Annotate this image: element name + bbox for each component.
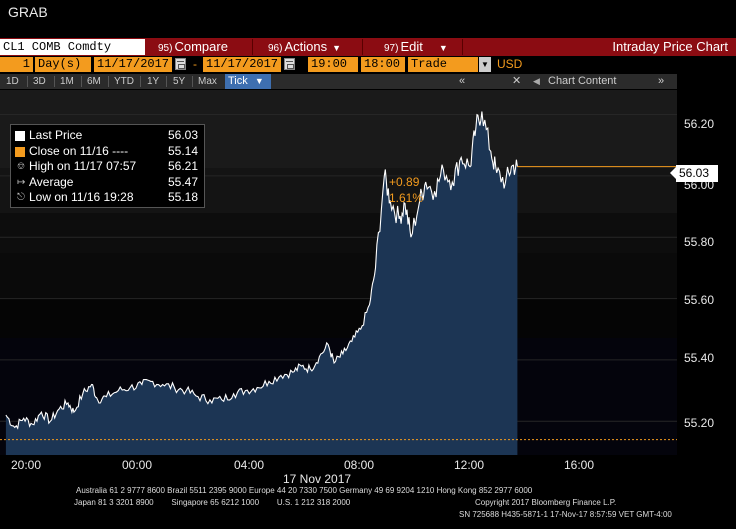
chart-legend[interactable]: Last Price 56.03 Close on 11/16 ---- 55.… [10, 124, 205, 208]
view-title: Intraday Price Chart [612, 39, 728, 54]
legend-value: 55.47 [167, 174, 198, 189]
x-axis: 20:00 00:00 04:00 08:00 12:00 16:00 17 N… [0, 455, 677, 486]
collapse-left-icon[interactable]: « [459, 75, 466, 87]
footer-contacts-line2: Japan 81 3 3201 8900 Singapore 65 6212 1… [74, 498, 351, 507]
compare-button[interactable]: 95) Compare [158, 38, 228, 56]
y-tick-label: 55.40 [684, 351, 715, 365]
intraday-price-chart[interactable] [0, 90, 677, 455]
legend-value: 56.03 [167, 128, 198, 142]
footer-session-info: SN 725688 H435-5871-1 17-Nov-17 8:57:59 … [459, 510, 672, 519]
end-time-field[interactable]: 18:00 [361, 57, 405, 72]
legend-high[interactable]: ⎊ High on 11/17 07:57 56.21 [15, 159, 200, 175]
legend-label: Average [29, 174, 74, 189]
y-tick-label: 55.80 [684, 235, 715, 249]
window-titlebar: GRAB [0, 0, 736, 38]
edit-label: Edit [400, 39, 423, 54]
y-axis: 55.20 55.40 55.60 55.80 56.00 56.20 [677, 90, 736, 455]
price-line [5, 111, 518, 430]
legend-value: 55.14 [167, 143, 198, 158]
start-calendar-icon[interactable] [175, 58, 186, 70]
tab-6m[interactable]: 6M [87, 76, 101, 87]
actions-shortcut: 96) [268, 43, 283, 54]
x-tick-label: 12:00 [454, 458, 485, 472]
period-unit-select[interactable]: Day(s) [35, 57, 91, 72]
edit-button[interactable]: 97) Edit ▼ [384, 38, 448, 56]
chart-content-icon: ◀ [533, 76, 540, 86]
legend-last-price[interactable]: Last Price 56.03 [15, 128, 200, 144]
x-tick-label: 00:00 [122, 458, 153, 472]
compare-shortcut: 95) [158, 43, 173, 54]
y-tick-label: 55.20 [684, 416, 715, 430]
last-price-tag: 56.03 [670, 165, 718, 182]
tab-3d[interactable]: 3D [33, 76, 46, 87]
actions-label: Actions [284, 39, 328, 54]
legend-label: Last Price [29, 128, 83, 142]
field-select[interactable]: Trade [408, 57, 478, 72]
date-range-bar: 1 Day(s) 11/17/2017 - 11/17/2017 19:00 1… [0, 56, 736, 73]
close-swatch-icon [15, 146, 25, 157]
end-date-field[interactable]: 11/17/2017 [203, 57, 281, 72]
field-dropdown-icon[interactable]: ▼ [479, 57, 491, 72]
chart-content-button[interactable]: Chart Content [548, 75, 617, 87]
footer: Australia 61 2 9777 8600 Brazil 5511 239… [0, 485, 736, 529]
legend-value: 56.21 [167, 159, 198, 173]
window-title: GRAB [8, 4, 48, 20]
price-change-pct: 1.61% [389, 191, 424, 205]
tab-tick-label: Tick [228, 75, 248, 87]
legend-value: 55.18 [167, 190, 198, 204]
tick-dropdown-icon: ▼ [254, 76, 264, 86]
period-tab-bar: 1D 3D 1M 6M YTD 1Y 5Y Max Tick ▼ « ✕ ◀ C… [0, 74, 677, 89]
actions-button[interactable]: 96) Actions ▼ [268, 38, 341, 56]
footer-contacts-line1: Australia 61 2 9777 8600 Brazil 5511 239… [76, 486, 533, 495]
period-value-field[interactable]: 1 [0, 57, 33, 72]
legend-close[interactable]: Close on 11/16 ---- 55.14 [15, 144, 200, 160]
actions-dropdown-icon: ▼ [332, 43, 342, 53]
y-tick-label: 56.20 [684, 117, 715, 131]
tab-max[interactable]: Max [198, 76, 217, 87]
average-marker-icon: ↦ [17, 176, 26, 188]
compare-label: Compare [174, 39, 228, 54]
collapse-right-icon[interactable]: » [658, 75, 665, 87]
x-tick-label: 08:00 [344, 458, 375, 472]
tab-1d[interactable]: 1D [6, 76, 19, 87]
date-range-separator: - [193, 57, 197, 71]
x-tick-label: 16:00 [564, 458, 595, 472]
low-marker-icon: ⎋ [17, 192, 25, 203]
edit-dropdown-icon: ▼ [438, 43, 448, 53]
legend-average[interactable]: ↦ Average 55.47 [15, 175, 200, 191]
high-marker-icon: ⎊ [17, 161, 25, 172]
legend-low[interactable]: ⎋ Low on 11/16 19:28 55.18 [15, 190, 200, 206]
command-bar: CL1 COMB Comdty 95) Compare 96) Actions ▼ 9… [0, 38, 736, 56]
edit-shortcut: 97) [384, 43, 399, 54]
start-date-field[interactable]: 11/17/2017 [94, 57, 172, 72]
legend-label: High on 11/17 07:57 [29, 159, 137, 173]
tab-1m[interactable]: 1M [60, 76, 74, 87]
currency-label[interactable]: USD [497, 57, 523, 71]
tab-5y[interactable]: 5Y [173, 76, 186, 87]
y-tick-label: 55.60 [684, 293, 715, 307]
x-tick-label: 20:00 [11, 458, 42, 472]
price-change-abs: +0.89 [389, 175, 420, 189]
tab-ytd[interactable]: YTD [114, 76, 134, 87]
end-calendar-icon[interactable] [284, 58, 295, 70]
tab-1y[interactable]: 1Y [147, 76, 160, 87]
tab-tick-selected[interactable]: Tick ▼ [225, 74, 271, 89]
footer-copyright: Copyright 2017 Bloomberg Finance L.P. [475, 498, 617, 507]
legend-label: Low on 11/16 19:28 [29, 190, 134, 204]
x-axis-date-label: 17 Nov 2017 [283, 472, 352, 486]
x-tick-label: 04:00 [234, 458, 265, 472]
close-panel-icon[interactable]: ✕ [512, 75, 522, 87]
ticker-input[interactable]: CL1 COMB Comdty [0, 39, 145, 55]
price-area-fill [5, 111, 518, 455]
legend-label: Close on 11/16 ---- [29, 143, 129, 158]
start-time-field[interactable]: 19:00 [308, 57, 358, 72]
last-price-swatch-icon [15, 131, 25, 141]
